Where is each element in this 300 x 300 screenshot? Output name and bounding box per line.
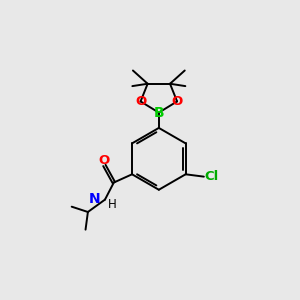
- Text: O: O: [135, 95, 146, 108]
- Text: B: B: [154, 106, 164, 120]
- Text: O: O: [172, 95, 183, 108]
- Text: O: O: [98, 154, 110, 167]
- Text: H: H: [108, 198, 117, 211]
- Text: Cl: Cl: [205, 170, 219, 183]
- Text: N: N: [89, 192, 101, 206]
